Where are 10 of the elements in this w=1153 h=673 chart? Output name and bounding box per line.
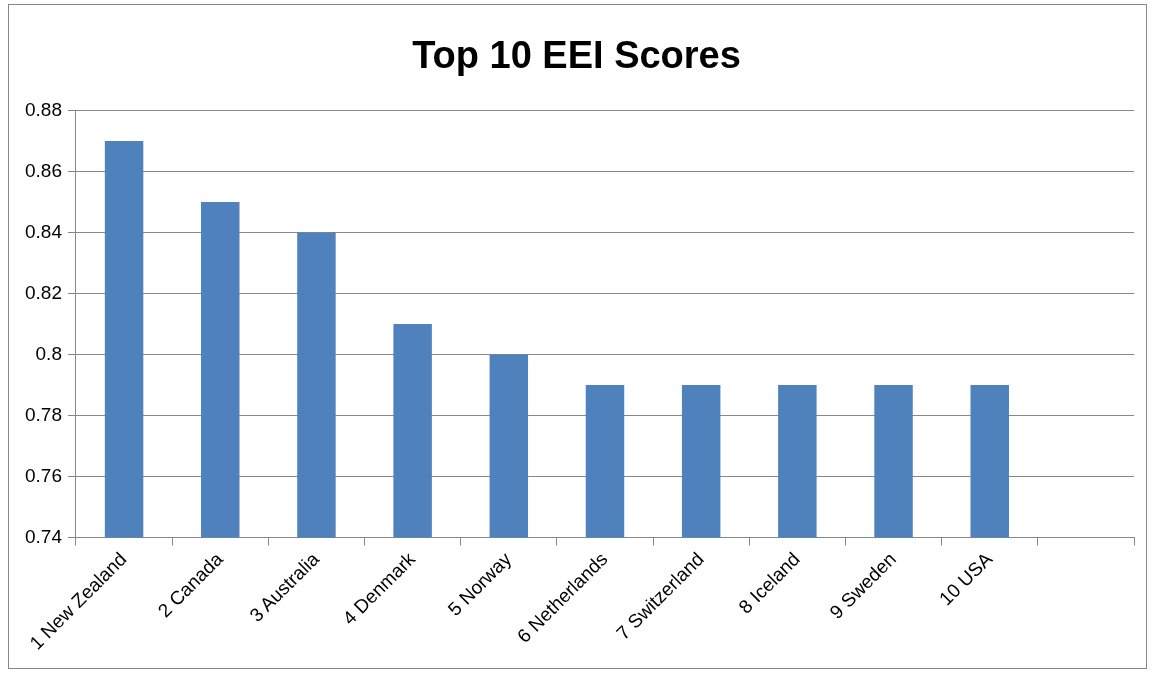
y-tick-label: 0.76 xyxy=(25,464,62,486)
y-tick-label: 0.86 xyxy=(25,159,62,181)
chart-title: Top 10 EEI Scores xyxy=(412,34,741,77)
y-tick-label: 0.84 xyxy=(25,220,63,242)
x-tick-label: 10 USA xyxy=(935,548,997,610)
y-tick-label: 0.82 xyxy=(25,281,62,303)
y-tick-label: 0.78 xyxy=(25,403,62,425)
y-tick-label: 0.8 xyxy=(35,342,62,364)
y-tick-label: 0.74 xyxy=(25,525,63,547)
y-tick-label: 0.88 xyxy=(25,98,62,120)
